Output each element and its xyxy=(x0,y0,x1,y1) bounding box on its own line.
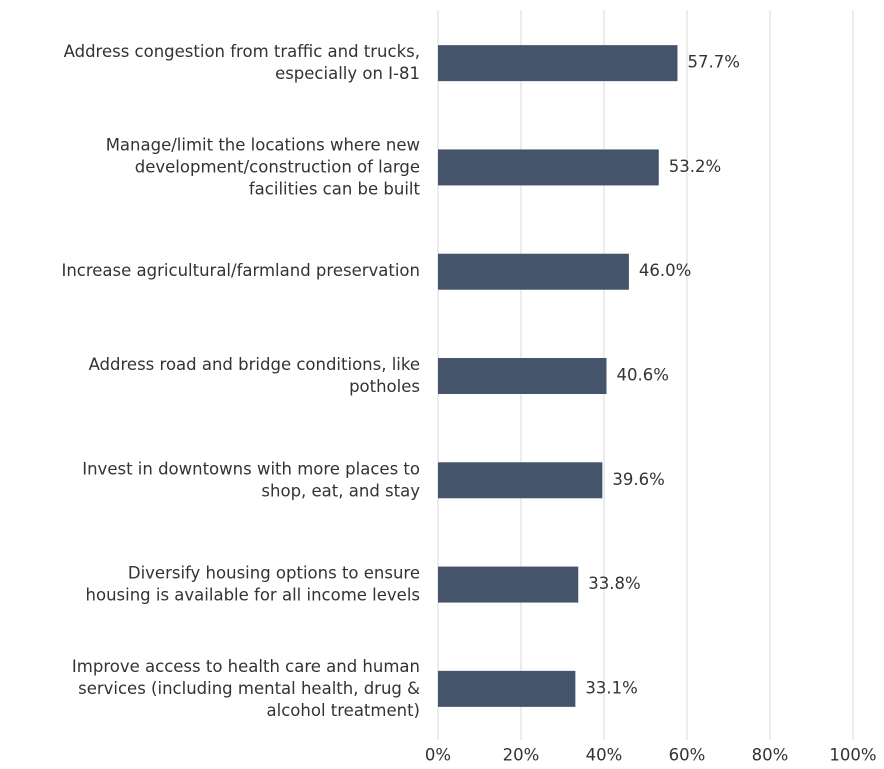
x-tick-label: 0% xyxy=(425,746,451,765)
category-label: Address congestion from traffic and truc… xyxy=(64,42,420,83)
x-tick-label: 100% xyxy=(829,746,876,765)
value-label: 33.1% xyxy=(585,678,637,697)
category-label: Manage/limit the locations where new deve… xyxy=(106,135,421,198)
bar xyxy=(438,149,659,186)
category-label: Invest in downtowns with more places to s… xyxy=(82,459,420,500)
category-label: Improve access to health care and human s… xyxy=(72,656,420,719)
x-tick-label: 40% xyxy=(586,746,623,765)
category-label: Address road and bridge conditions, like… xyxy=(89,355,420,396)
x-tick-label: 20% xyxy=(503,746,540,765)
value-label: 57.7% xyxy=(687,53,739,72)
bar xyxy=(438,358,607,394)
value-label: 39.6% xyxy=(612,470,664,489)
value-label: 33.8% xyxy=(588,574,640,593)
category-label: Increase agricultural/farmland preservat… xyxy=(61,261,420,280)
x-tick-label: 60% xyxy=(669,746,706,765)
bar xyxy=(438,45,678,82)
bar xyxy=(438,462,603,499)
bar xyxy=(438,566,579,603)
bar xyxy=(438,253,629,290)
category-label: Diversify housing options to ensure housi… xyxy=(86,563,420,604)
value-label: 53.2% xyxy=(669,157,721,176)
value-label: 40.6% xyxy=(616,366,668,385)
value-label: 46.0% xyxy=(639,261,691,280)
x-tick-label: 80% xyxy=(752,746,789,765)
bar xyxy=(438,670,576,707)
